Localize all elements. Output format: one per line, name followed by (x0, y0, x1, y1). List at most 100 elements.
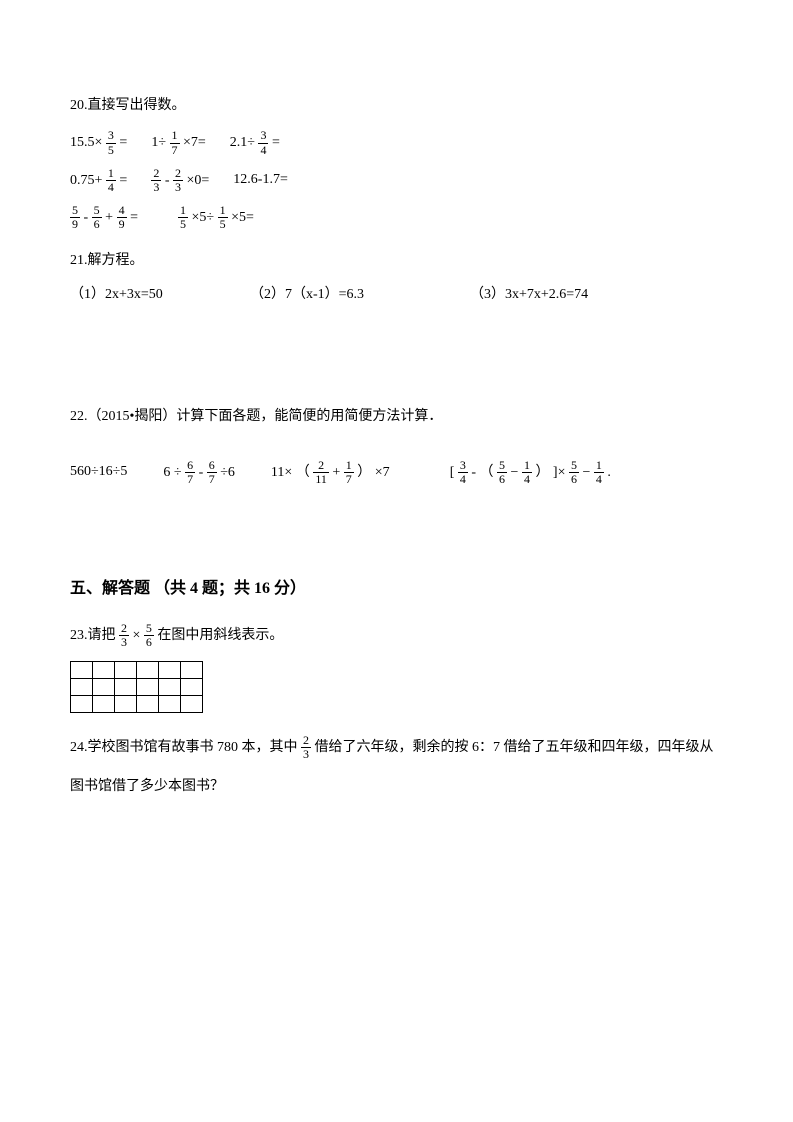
q20-r1-b: 1÷ 17 ×7= (151, 129, 205, 156)
section5-heading: 五、解答题 （共 4 题；共 16 分） (70, 576, 723, 602)
text: 24.学校图书馆有故事书 780 本，其中 (70, 740, 301, 755)
text: 15.5× (70, 135, 102, 150)
text: − (511, 465, 519, 480)
text: + (332, 465, 340, 480)
fraction: 23 (151, 167, 161, 194)
text: 23.请把 (70, 628, 119, 643)
text: [ (450, 465, 458, 480)
text: ×5= (231, 210, 254, 225)
fraction: 56 (144, 622, 154, 649)
fraction: 56 (497, 459, 507, 486)
q22-b: 6 ÷ 67 - 67 ÷6 (163, 459, 235, 486)
fraction: 67 (207, 459, 217, 486)
q23-line: 23.请把 23 × 56 在图中用斜线表示。 (70, 622, 723, 649)
grid-cell (137, 662, 159, 679)
fraction: 211 (313, 459, 329, 486)
q20-r2-c: 12.6-1.7= (233, 169, 288, 191)
grid-cell (181, 662, 203, 679)
text: = (272, 135, 280, 150)
grid-cell (93, 662, 115, 679)
fraction: 17 (170, 129, 180, 156)
q21-title: 21.解方程。 (70, 250, 723, 272)
text: 1÷ (151, 135, 166, 150)
text: ÷6 (220, 465, 235, 480)
text: ×0= (186, 173, 209, 188)
grid-cell (93, 696, 115, 713)
grid-cell (71, 696, 93, 713)
grid-cell (71, 679, 93, 696)
q20-r2-b: 23 - 23 ×0= (151, 167, 209, 194)
grid-cell (159, 696, 181, 713)
fraction: 17 (344, 459, 354, 486)
text: ×7= (183, 135, 206, 150)
fraction: 14 (594, 459, 604, 486)
text: 2.1÷ (230, 135, 255, 150)
grid-cell (137, 696, 159, 713)
text: = (130, 210, 138, 225)
fraction: 14 (106, 167, 116, 194)
fraction: 15 (178, 204, 188, 231)
text: . (607, 465, 611, 480)
text: + (105, 210, 113, 225)
q20-row3: 59 - 56 + 49 = 15 ×5÷ 15 ×5= (70, 204, 723, 231)
grid-cell (181, 679, 203, 696)
q20-r1-a: 15.5× 35 = (70, 129, 127, 156)
text: = (119, 173, 127, 188)
text: × (133, 628, 144, 643)
text: 6 ÷ (163, 465, 181, 480)
grid-cell (115, 696, 137, 713)
q22-a: 560÷16÷5 (70, 461, 127, 483)
fraction: 56 (92, 204, 102, 231)
grid-cell (137, 679, 159, 696)
text: ） ×7 (357, 465, 389, 480)
text: - (199, 465, 207, 480)
grid-cell (159, 662, 181, 679)
q22-c: 11× （ 211 + 17 ） ×7 (271, 459, 390, 486)
q20-r1-c: 2.1÷ 34 = (230, 129, 280, 156)
fraction: 59 (70, 204, 80, 231)
grid-cell (71, 662, 93, 679)
text: − (583, 465, 591, 480)
text: 0.75+ (70, 173, 102, 188)
q21-row: （1）2x+3x=50 （2）7（x-1）=6.3 （3）3x+7x+2.6=7… (70, 284, 723, 306)
fraction: 49 (117, 204, 127, 231)
text: 11× （ (271, 465, 310, 480)
text: ×5÷ (191, 210, 214, 225)
q20-r3-b: 15 ×5÷ 15 ×5= (178, 204, 254, 231)
text: - （ (471, 465, 493, 480)
grid-cell (159, 679, 181, 696)
grid-cell (115, 662, 137, 679)
fraction: 56 (569, 459, 579, 486)
q24-line2: 图书馆借了多少本图书？ (70, 776, 723, 798)
text: 在图中用斜线表示。 (157, 628, 283, 643)
q20-title: 20.直接写出得数。 (70, 95, 723, 117)
q23-grid (70, 661, 723, 713)
fraction: 67 (185, 459, 195, 486)
q20-row1: 15.5× 35 = 1÷ 17 ×7= 2.1÷ 34 = (70, 129, 723, 156)
fraction: 23 (301, 734, 311, 761)
q21-b: （2）7（x-1）=6.3 (250, 284, 470, 306)
fraction: 23 (119, 622, 129, 649)
q20-r2-a: 0.75+ 14 = (70, 167, 127, 194)
q20-row2: 0.75+ 14 = 23 - 23 ×0= 12.6-1.7= (70, 167, 723, 194)
grid-table (70, 661, 203, 713)
text: - (84, 210, 89, 225)
q22-title: 22.（2015•揭阳）计算下面各题，能简便的用简便方法计算． (70, 406, 723, 428)
grid-cell (181, 696, 203, 713)
text: - (165, 173, 173, 188)
text: = (119, 135, 127, 150)
grid-cell (93, 679, 115, 696)
fraction: 34 (258, 129, 268, 156)
fraction: 23 (173, 167, 183, 194)
q21-c: （3）3x+7x+2.6=74 (470, 284, 588, 306)
fraction: 35 (106, 129, 116, 156)
fraction: 15 (218, 204, 228, 231)
q20-r3-a: 59 - 56 + 49 = (70, 204, 138, 231)
q22-d: [ 34 - （ 56 − 14 ） ]× 56 − 14 . (450, 459, 611, 486)
text: ） ]× (535, 465, 565, 480)
q24-line1: 24.学校图书馆有故事书 780 本，其中 23 借给了六年级，剩余的按 6：7… (70, 733, 723, 764)
q21-a: （1）2x+3x=50 (70, 284, 250, 306)
grid-cell (115, 679, 137, 696)
text: 借给了六年级，剩余的按 6：7 借给了五年级和四年级，四年级从 (315, 740, 714, 755)
fraction: 14 (522, 459, 532, 486)
